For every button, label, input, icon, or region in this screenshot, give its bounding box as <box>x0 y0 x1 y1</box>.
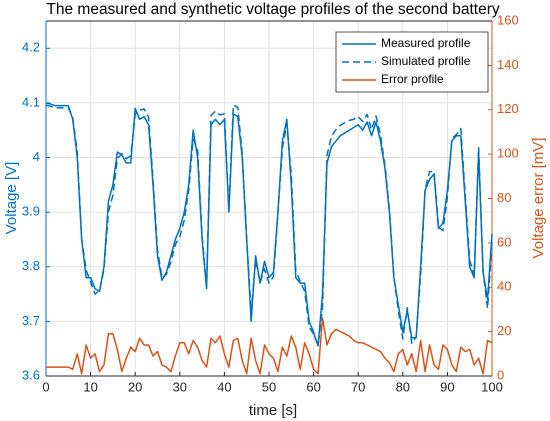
x-tick-label: 30 <box>173 379 187 394</box>
y2-tick-label: 140 <box>497 57 519 72</box>
y2-tick-label: 80 <box>497 190 511 205</box>
y2-tick-label: 0 <box>497 367 504 382</box>
y2-tick-label: 20 <box>497 323 511 338</box>
x-tick-label: 90 <box>440 379 454 394</box>
series-line <box>46 317 493 375</box>
chart-title: The measured and synthetic voltage profi… <box>46 1 499 18</box>
y-tick-label: 3.7 <box>22 313 40 328</box>
x-tick-label: 100 <box>481 379 503 394</box>
x-axis-label: time [s] <box>249 402 297 419</box>
y-tick-label: 4 <box>33 149 40 164</box>
legend-box <box>335 31 489 93</box>
x-tick-label: 70 <box>351 379 365 394</box>
y2-tick-label: 40 <box>497 279 511 294</box>
legend-label: Error profile <box>381 72 444 86</box>
x-tick-label: 80 <box>396 379 410 394</box>
y2-tick-label: 60 <box>497 234 511 249</box>
legend-label: Measured profile <box>381 36 471 50</box>
y-axis-label: Voltage [V] <box>3 162 20 235</box>
y-tick-label: 3.6 <box>22 367 40 382</box>
x-tick-label: 0 <box>42 379 49 394</box>
y2-axis-label: Voltage error [mV] <box>530 138 547 259</box>
x-tick-label: 40 <box>217 379 231 394</box>
y-tick-label: 4.2 <box>22 40 40 55</box>
y2-tick-label: 120 <box>497 101 519 116</box>
y-tick-label: 3.8 <box>22 258 40 273</box>
x-tick-label: 10 <box>83 379 97 394</box>
y-tick-label: 3.9 <box>22 204 40 219</box>
x-tick-label: 50 <box>262 379 276 394</box>
y-tick-label: 4.1 <box>22 94 40 109</box>
x-tick-label: 20 <box>128 379 142 394</box>
series-line <box>45 104 493 347</box>
legend-label: Simulated profile <box>381 54 471 68</box>
x-tick-label: 60 <box>306 379 320 394</box>
y2-tick-label: 160 <box>497 12 519 27</box>
y2-tick-label: 100 <box>497 146 519 161</box>
